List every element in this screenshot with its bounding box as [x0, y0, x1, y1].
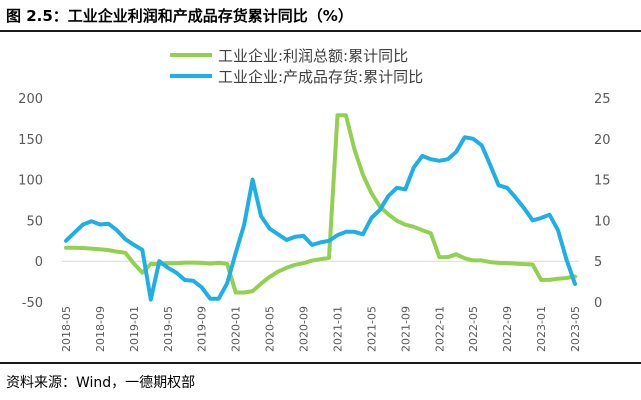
inventory-series-line	[64, 135, 577, 302]
x-axis-tick-label: 2023-05	[569, 306, 582, 352]
left-axis-tick-label: 0	[35, 255, 43, 270]
x-axis-tick-label: 2020-09	[298, 306, 311, 352]
source-divider	[0, 362, 641, 364]
left-axis-tick-label: 50	[26, 214, 43, 229]
series-layer	[64, 113, 577, 302]
right-y-axis: 25 20 15 10 5 0	[594, 92, 611, 311]
right-axis-tick-label: 0	[594, 296, 602, 311]
x-axis-tick-label: 2022-09	[501, 306, 514, 352]
right-axis-tick-label: 15	[594, 174, 611, 189]
right-axis-tick-label: 5	[594, 255, 602, 270]
left-axis-tick-label: -50	[22, 296, 43, 311]
x-axis-tick-label: 2021-01	[331, 306, 344, 352]
left-axis-tick-label: 100	[18, 174, 43, 189]
x-axis-tick-label: 2022-01	[433, 306, 446, 352]
figure-title: 图 2.5：工业企业利润和产成品存货累计同比（%）	[6, 7, 353, 25]
title-divider	[0, 30, 641, 32]
x-axis-tick-label: 2018-09	[94, 306, 107, 352]
right-axis-tick-label: 10	[594, 214, 611, 229]
x-axis: 2018-05 2018-09 2019-01 2019-05 2019-09 2020-…	[60, 260, 582, 352]
x-axis-tick-label: 2019-09	[196, 306, 209, 352]
left-y-axis: 200 150 100 50 0 -50	[18, 92, 43, 311]
right-axis-tick-label: 20	[594, 133, 611, 148]
x-axis-tick-label: 2018-05	[60, 306, 73, 352]
source-note: 资料来源：Wind，一德期权部	[6, 375, 196, 391]
legend-label: 工业企业:产成品存货:累计同比	[218, 68, 423, 86]
x-axis-tick-label: 2022-05	[467, 306, 480, 352]
x-axis-tick-label: 2020-05	[264, 306, 277, 352]
left-axis-tick-label: 200	[18, 92, 43, 107]
x-axis-tick-label: 2023-01	[535, 306, 548, 352]
x-axis-tick-label: 2019-05	[162, 306, 175, 352]
x-axis-tick-label: 2021-09	[399, 306, 412, 352]
left-axis-tick-label: 150	[18, 133, 43, 148]
legend-label: 工业企业:利润总额:累计同比	[218, 47, 408, 65]
x-axis-tick-label: 2019-01	[128, 306, 141, 352]
profit-series-line	[64, 113, 577, 295]
x-axis-tick-label: 2020-01	[230, 306, 243, 352]
right-axis-tick-label: 25	[594, 92, 611, 107]
x-axis-tick-label: 2021-05	[365, 306, 378, 352]
